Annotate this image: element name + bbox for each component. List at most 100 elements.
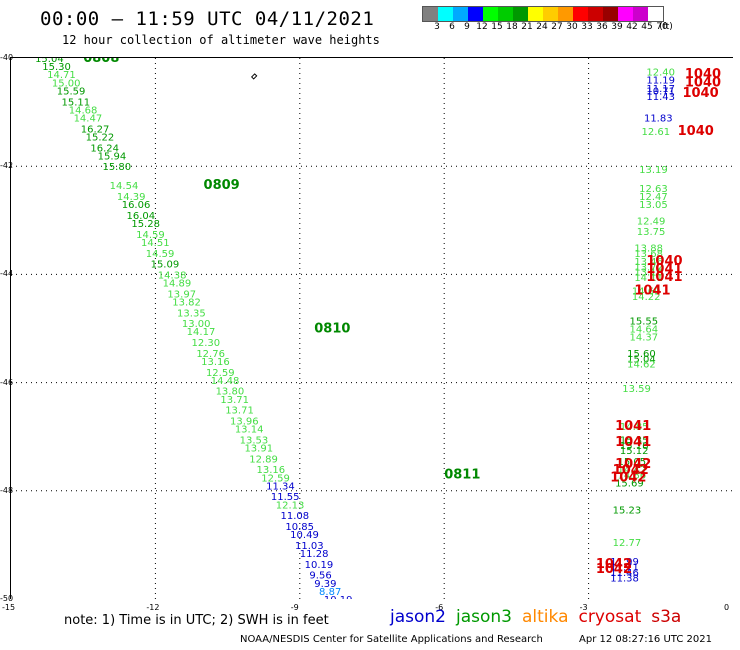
wave-height-label: 16.06 bbox=[122, 200, 151, 211]
wave-height-label: 13.53 bbox=[240, 435, 269, 446]
wave-height-label: 11.99 bbox=[610, 557, 639, 568]
wave-height-label: 13.71 bbox=[220, 395, 249, 406]
color-swatch bbox=[543, 7, 558, 21]
legend-item-s3a: s3a bbox=[651, 607, 682, 627]
wave-height-label: 11.28 bbox=[300, 549, 329, 560]
color-scale-label: 36 bbox=[596, 22, 608, 32]
color-swatch bbox=[483, 7, 498, 21]
color-scale-label: 12 bbox=[476, 22, 488, 32]
note-text: note: 1) Time is in UTC; 2) SWH is in fe… bbox=[64, 613, 329, 628]
wave-height-label: 13.72 bbox=[634, 262, 663, 273]
pressure-label: 1040 bbox=[678, 124, 714, 139]
wave-height-label: 13.16 bbox=[634, 268, 663, 279]
color-scale-label: 70 bbox=[656, 22, 668, 32]
color-scale-bar bbox=[422, 6, 664, 22]
time-label: 0810 bbox=[314, 322, 350, 337]
y-tick-label: -50 bbox=[0, 594, 14, 603]
footer-credit: NOAA/NESDIS Center for Satellite Applica… bbox=[240, 634, 543, 645]
wave-height-label: 11.46 bbox=[610, 568, 639, 579]
color-scale-label: 33 bbox=[581, 22, 593, 32]
wave-height-label: 13.91 bbox=[244, 444, 273, 455]
map-title: 00:00 – 11:59 UTC 04/11/2021 bbox=[40, 8, 375, 30]
pressure-label: 1040 bbox=[646, 254, 682, 269]
y-tick-label: -48 bbox=[0, 485, 14, 495]
legend-item-cryosat: cryosat bbox=[578, 607, 642, 627]
y-tick-label: -46 bbox=[0, 377, 14, 387]
pressure-label: 1040 bbox=[685, 75, 721, 90]
color-scale-label: 18 bbox=[506, 22, 518, 32]
y-tick-label: -44 bbox=[0, 269, 14, 279]
wave-height-label: 12.89 bbox=[249, 454, 278, 465]
wave-height-label: 15.00 bbox=[52, 78, 81, 89]
x-tick-label: -9 bbox=[290, 603, 299, 612]
color-scale-label: 9 bbox=[464, 22, 470, 32]
island-outline bbox=[250, 73, 258, 80]
x-tick-label: -6 bbox=[435, 603, 444, 612]
color-scale-label: 27 bbox=[551, 22, 563, 32]
color-swatch bbox=[558, 7, 573, 21]
wave-height-label: 15.22 bbox=[86, 132, 115, 143]
wave-height-label: 12.59 bbox=[206, 368, 235, 379]
wave-height-label: 15.55 bbox=[630, 316, 659, 327]
color-swatch bbox=[648, 7, 663, 21]
color-scale-label: 21 bbox=[521, 22, 533, 32]
wave-height-label: 11.34 bbox=[266, 481, 295, 492]
wave-height-label: 11.83 bbox=[644, 114, 673, 125]
pressure-label: 1041 bbox=[634, 284, 670, 299]
wave-height-label: 10.19 bbox=[324, 595, 353, 599]
time-label: 0809 bbox=[204, 178, 240, 193]
color-swatch bbox=[633, 7, 648, 21]
color-scale-label: (ft) bbox=[659, 22, 673, 32]
wave-height-label: 13.59 bbox=[622, 384, 651, 395]
wave-height-label: 8.87 bbox=[319, 587, 341, 598]
wave-height-label: 15.28 bbox=[131, 219, 160, 230]
time-label: 0811 bbox=[444, 468, 480, 483]
color-swatch bbox=[603, 7, 618, 21]
wave-height-label: 13.19 bbox=[639, 165, 668, 176]
wave-height-label: 10.49 bbox=[290, 530, 319, 541]
wave-height-label: 12.40 bbox=[646, 68, 675, 79]
wave-height-label: 13.16 bbox=[201, 357, 230, 368]
wave-height-label: 11.38 bbox=[610, 573, 639, 584]
wave-height-label: 11.03 bbox=[295, 541, 324, 552]
wave-height-label: 11.55 bbox=[271, 492, 300, 503]
y-tick-label: -42 bbox=[0, 161, 14, 171]
wave-height-label: 13.35 bbox=[177, 308, 206, 319]
wave-height-label: 15.35 bbox=[620, 435, 649, 446]
color-scale-label: 42 bbox=[626, 22, 638, 32]
color-swatch bbox=[468, 7, 483, 21]
wave-height-label: 12.61 bbox=[642, 127, 671, 138]
pressure-label: 1041 bbox=[615, 435, 651, 450]
wave-height-label: 11.08 bbox=[281, 511, 310, 522]
wave-height-label: 15.16 bbox=[620, 441, 649, 452]
time-label: 0808 bbox=[83, 58, 119, 66]
x-tick-label: -12 bbox=[146, 603, 160, 612]
color-swatch bbox=[438, 7, 453, 21]
color-swatch bbox=[453, 7, 468, 21]
wave-height-label: 15.12 bbox=[620, 446, 649, 457]
wave-height-label: 14.68 bbox=[69, 105, 98, 116]
pressure-label: 1040 bbox=[685, 67, 721, 82]
wave-height-label: 13.68 bbox=[634, 249, 663, 260]
color-swatch bbox=[498, 7, 513, 21]
wave-height-label: 11.71 bbox=[610, 563, 639, 574]
wave-height-label: 12.47 bbox=[639, 192, 668, 203]
wave-height-label: 14.48 bbox=[211, 376, 240, 387]
wave-height-label: 14.42 bbox=[617, 465, 646, 476]
wave-height-label: 10.85 bbox=[285, 522, 314, 533]
color-swatch bbox=[618, 7, 633, 21]
map-subtitle: 12 hour collection of altimeter wave hei… bbox=[62, 33, 380, 47]
wave-height-label: 14.59 bbox=[136, 230, 165, 241]
x-tick-label: -15 bbox=[2, 603, 16, 612]
color-swatch bbox=[423, 7, 438, 21]
wave-height-label: 14.86 bbox=[617, 471, 646, 482]
wave-height-label: 11.19 bbox=[646, 76, 675, 87]
wave-height-label: 12.63 bbox=[639, 184, 668, 195]
wave-height-label: 15.23 bbox=[613, 506, 642, 517]
color-swatch bbox=[528, 7, 543, 21]
wave-height-label: 14.89 bbox=[163, 279, 192, 290]
wave-height-label: 12.13 bbox=[276, 500, 305, 511]
wave-height-label: 12.30 bbox=[192, 338, 221, 349]
wave-height-label: 15.60 bbox=[627, 349, 656, 360]
wave-height-label: 15.80 bbox=[102, 162, 131, 173]
